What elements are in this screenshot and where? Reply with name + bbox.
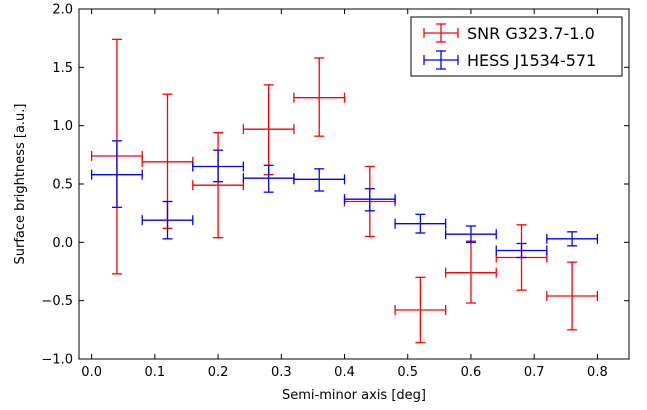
x-tick-label: 0.3	[271, 365, 292, 380]
legend-marker-hess	[423, 50, 459, 70]
data-point	[90, 140, 143, 208]
y-tick-label: 0.0	[52, 236, 73, 251]
data-point	[546, 261, 599, 331]
legend-label-snr: SNR G323.7-1.0	[467, 24, 595, 43]
y-axis-label: Surface brightness [a.u.]	[13, 104, 28, 265]
ticks-layer: 0.0 0.1 0.2 0.3 0.4 0.5 0.6 0.7 0.8 −1.0 −0.5 0.0 0.…	[41, 3, 629, 380]
x-tick-label: 0.8	[587, 365, 608, 380]
series-layer	[90, 38, 599, 344]
data-point	[192, 149, 245, 183]
x-tick-label: 0.0	[81, 365, 102, 380]
y-tick-label: 1.5	[52, 61, 73, 76]
data-point	[293, 168, 346, 192]
legend-entry-snr: SNR G323.7-1.0	[423, 23, 595, 43]
data-point	[445, 225, 497, 243]
x-axis-label: Semi-minor axis [deg]	[282, 388, 426, 403]
legend-entry-hess: HESS J1534-571	[423, 50, 596, 70]
x-tick-label: 0.5	[397, 365, 418, 380]
series-hess	[90, 140, 599, 259]
data-point	[343, 188, 396, 212]
y-tick-label: 0.5	[52, 178, 73, 193]
data-point	[546, 231, 599, 247]
y-tick-label: −1.0	[41, 353, 73, 368]
x-tick-label: 0.2	[208, 365, 229, 380]
legend-label-hess: HESS J1534-571	[467, 51, 596, 70]
data-point	[394, 213, 447, 234]
x-tick-label: 0.1	[145, 365, 166, 380]
data-point	[242, 84, 295, 176]
series-snr	[90, 38, 599, 344]
x-tick-label: 0.7	[524, 365, 545, 380]
data-point	[141, 200, 194, 240]
y-tick-label: −0.5	[41, 294, 73, 309]
y-tick-label: 2.0	[52, 3, 73, 18]
data-point	[293, 57, 346, 137]
y-tick-label: 1.0	[52, 119, 73, 134]
legend-errorbar-symbol	[423, 23, 459, 43]
x-tick-label: 0.4	[334, 365, 355, 380]
data-point	[394, 276, 447, 344]
x-tick-label: 0.6	[461, 365, 482, 380]
data-point	[495, 242, 548, 259]
legend-errorbar-symbol	[423, 50, 459, 70]
legend-marker-snr	[423, 23, 459, 43]
legend: SNR G323.7-1.0 HESS J1534-571	[410, 16, 623, 77]
legend-box	[410, 16, 623, 77]
